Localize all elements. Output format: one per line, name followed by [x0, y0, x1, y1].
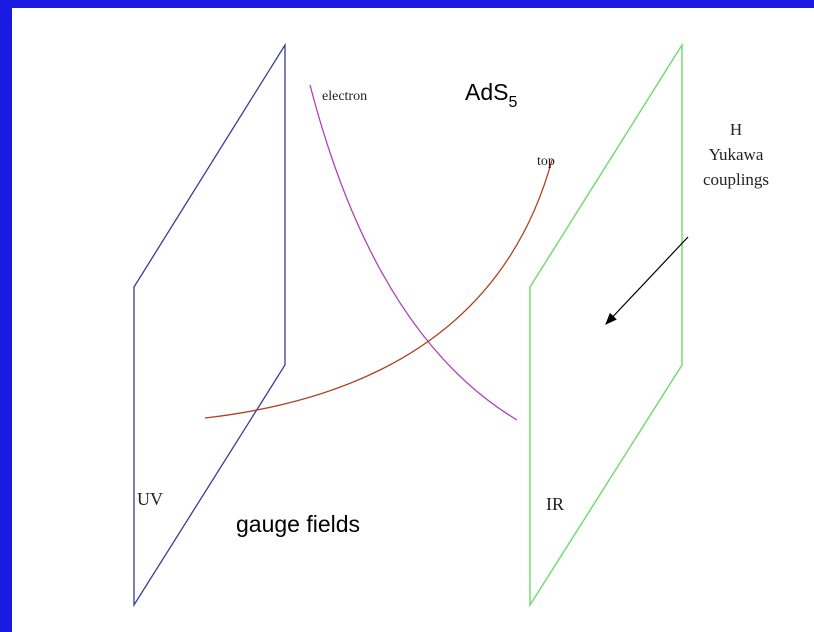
- electron-curve: [309, 84, 518, 421]
- arrow: [605, 236, 689, 325]
- h-label: H: [730, 120, 742, 139]
- ads-main: AdS: [465, 79, 508, 105]
- top-label: top: [537, 154, 555, 169]
- ads-subscript: 5: [508, 94, 517, 111]
- gauge-label: gauge fields: [236, 511, 360, 537]
- ir-label: IR: [546, 494, 564, 514]
- top-curve: [204, 159, 553, 419]
- uv-brane: [133, 42, 286, 608]
- ads-label: AdS5: [465, 79, 517, 111]
- ir-brane: [529, 42, 683, 608]
- uv-label: UV: [137, 489, 163, 509]
- couplings-label: couplings: [703, 170, 769, 189]
- yukawa-label: Yukawa: [709, 145, 764, 164]
- electron-label: electron: [322, 89, 367, 104]
- canvas: [12, 8, 814, 632]
